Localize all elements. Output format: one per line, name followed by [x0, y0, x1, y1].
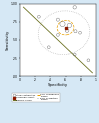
- Point: [38, 16, 40, 18]
- Point: [57, 19, 59, 21]
- Point: [79, 32, 81, 34]
- X-axis label: Specificity: Specificity: [48, 83, 68, 87]
- Point: [74, 54, 75, 55]
- Point: [75, 30, 76, 32]
- Point: [66, 30, 68, 31]
- Point: [69, 24, 70, 26]
- Point: [57, 34, 59, 36]
- Point: [62, 23, 63, 25]
- Point: [74, 6, 75, 8]
- Point: [48, 46, 50, 48]
- Y-axis label: Sensitivity: Sensitivity: [6, 30, 10, 50]
- Legend: Study estimates, Summary point, HSROC curve, 95% confidence
region, 95% predicti: Study estimates, Summary point, HSROC cu…: [12, 93, 60, 102]
- Point: [88, 59, 89, 61]
